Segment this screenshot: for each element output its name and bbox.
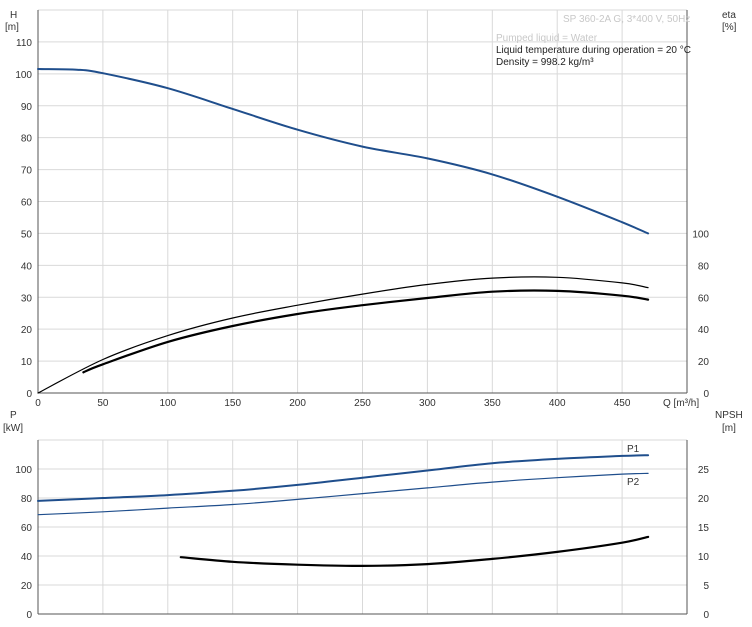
bottom-grid	[37, 439, 688, 615]
tick-labels: 0 50 100 150 200 250 300 350 400 4500102030405060…	[15, 38, 709, 621]
x-tick-label: 450	[614, 398, 631, 409]
p1-series-label: P1	[627, 444, 640, 455]
p-axis-label: P	[10, 410, 17, 421]
eta-tick-label: 60	[698, 293, 710, 304]
p1-power-curve	[37, 454, 650, 502]
h-tick-label: 60	[21, 198, 33, 209]
h-tick-label: 30	[21, 293, 33, 304]
h-tick-label: 40	[21, 261, 33, 272]
eta-axis-unit: [%]	[722, 22, 737, 33]
p-tick-label: 100	[15, 465, 32, 476]
curves	[37, 68, 650, 568]
eta-tick-label: 100	[692, 229, 709, 240]
info-line-2: Liquid temperature during operation = 20…	[496, 45, 691, 56]
x-tick-label: 150	[224, 398, 241, 409]
x-tick-label: 100	[159, 398, 176, 409]
eta-tick-label: 80	[698, 261, 710, 272]
chart-title: SP 360-2A G, 3*400 V, 50Hz	[563, 14, 690, 25]
npsh-tick-label: 15	[698, 523, 710, 534]
p2-series-label: P2	[627, 477, 640, 488]
npsh-tick-label: 20	[698, 494, 710, 505]
eta-tick-label: 0	[703, 389, 709, 400]
top-grid	[37, 9, 688, 394]
p-tick-label: 40	[21, 552, 33, 563]
p-tick-label: 80	[21, 494, 33, 505]
head-curve	[37, 68, 650, 235]
h-axis-label: H	[10, 10, 17, 21]
x-tick-label: 0	[35, 398, 41, 409]
p2-power-curve	[37, 472, 649, 516]
npsh-axis-unit: [m]	[722, 423, 736, 434]
p-tick-label: 60	[21, 523, 33, 534]
h-tick-label: 50	[21, 229, 33, 240]
h-tick-label: 20	[21, 325, 33, 336]
p-axis-unit: [kW]	[3, 423, 23, 434]
npsh-axis-label: NPSH	[715, 410, 743, 421]
npsh-tick-label: 25	[698, 465, 710, 476]
x-tick-label: 200	[289, 398, 306, 409]
info-line-1: Pumped liquid = Water	[496, 33, 598, 44]
x-tick-label: 50	[97, 398, 109, 409]
info-line-3: Density = 998.2 kg/m³	[496, 57, 594, 68]
x-tick-label: 350	[484, 398, 501, 409]
p-tick-label: 0	[26, 610, 32, 621]
efficiency-curve-2	[82, 289, 650, 374]
h-tick-label: 90	[21, 102, 33, 113]
h-tick-label: 80	[21, 134, 33, 145]
x-tick-label: 250	[354, 398, 371, 409]
h-tick-label: 110	[16, 38, 32, 49]
p-tick-label: 20	[21, 581, 33, 592]
npsh-tick-label: 0	[703, 610, 709, 621]
npsh-tick-label: 10	[698, 552, 710, 563]
x-tick-label: 300	[419, 398, 436, 409]
eta-tick-label: 20	[698, 357, 710, 368]
eta-tick-label: 40	[698, 325, 710, 336]
q-axis-label: Q [m³/h]	[663, 398, 699, 409]
h-tick-label: 0	[26, 389, 32, 400]
npsh-curve	[179, 535, 650, 568]
efficiency-curve	[37, 276, 649, 394]
npsh-tick-label: 5	[703, 581, 709, 592]
h-tick-label: 100	[15, 70, 32, 81]
h-tick-label: 10	[21, 357, 33, 368]
x-tick-label: 400	[549, 398, 566, 409]
eta-axis-label: eta	[722, 10, 736, 21]
h-axis-unit: [m]	[5, 22, 19, 33]
h-tick-label: 70	[21, 166, 33, 177]
